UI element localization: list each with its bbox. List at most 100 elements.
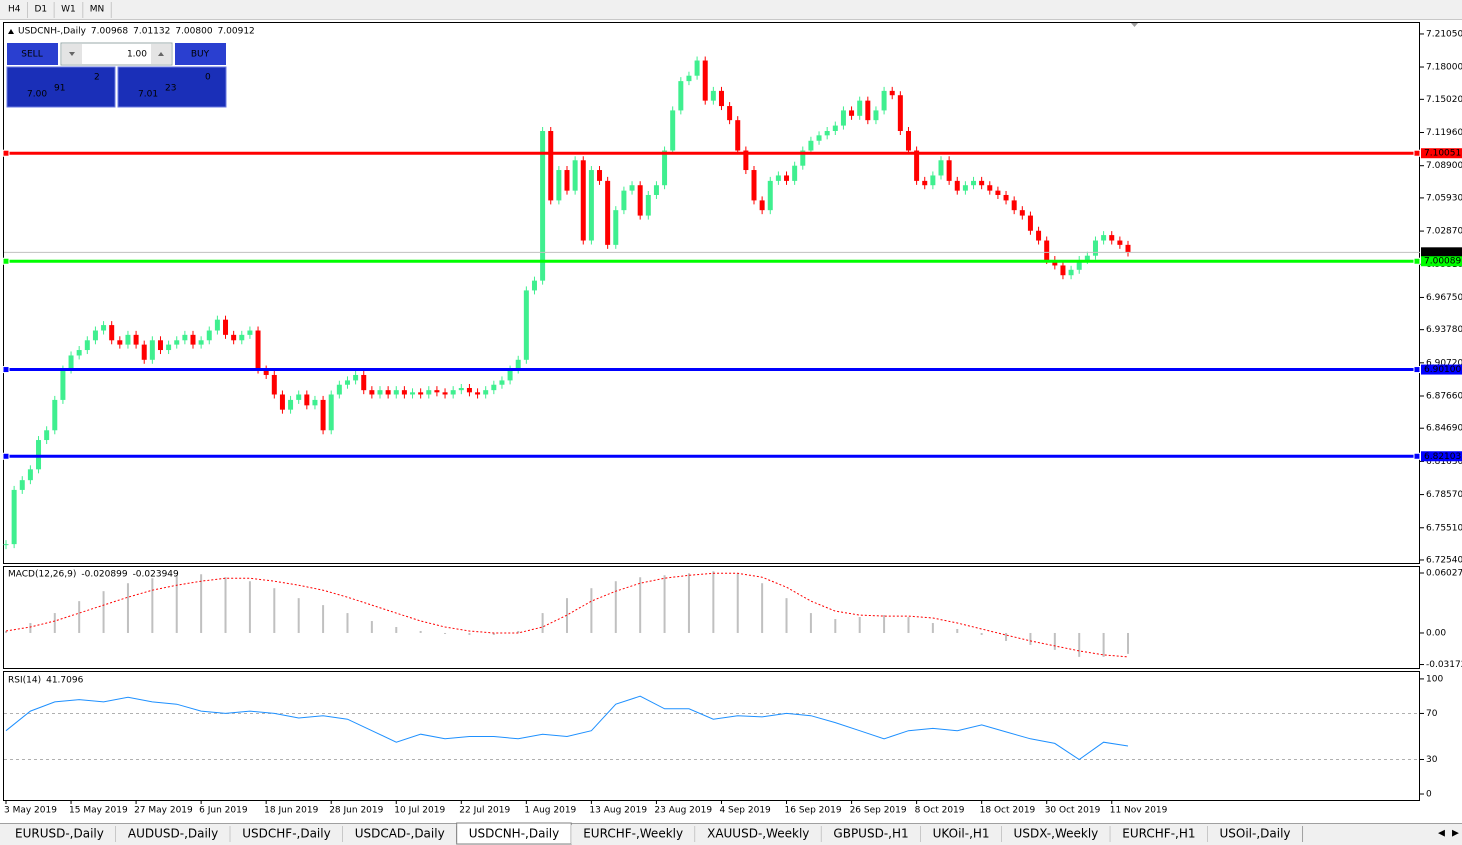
candle [279, 394, 285, 410]
price-fraction: 2 [94, 73, 100, 83]
candle [621, 190, 627, 211]
candle [141, 344, 147, 360]
symbol-tab[interactable]: UKOil-,H1 [920, 825, 1003, 844]
candle [361, 374, 367, 391]
candle [946, 160, 952, 181]
level-handle[interactable] [2, 149, 10, 157]
candle [1092, 240, 1098, 256]
timeframe-button[interactable]: H4 [8, 5, 21, 15]
timeframe-button[interactable]: MN [90, 5, 105, 15]
level-handle[interactable] [1413, 149, 1421, 157]
candle [824, 131, 830, 136]
candle [873, 110, 879, 121]
candle [1076, 260, 1082, 270]
macd-bar [712, 571, 715, 633]
candle [556, 170, 562, 201]
candle [637, 185, 643, 216]
level-handle[interactable] [1413, 257, 1421, 265]
y-tick-label: 6.90720 [1426, 358, 1462, 368]
tab-background [1207, 825, 1303, 844]
symbol-tab[interactable]: USDCNH-,Daily [456, 822, 572, 845]
candle [466, 387, 472, 393]
level-handle[interactable] [2, 452, 10, 460]
candle [499, 380, 505, 385]
indicator-label: 7.00968 [91, 27, 128, 37]
candle [962, 185, 968, 191]
candle [19, 480, 25, 490]
y-tick-label: 0 [1426, 790, 1432, 800]
buy-label: BUY [191, 50, 210, 60]
bid-label-box [1421, 247, 1462, 258]
candle [694, 60, 700, 76]
candle [784, 175, 790, 181]
indicator-label: MACD(12,26,9) [8, 570, 76, 580]
candle [922, 180, 928, 186]
candle [1084, 255, 1090, 261]
candle [905, 131, 911, 151]
tab-scroll-left[interactable]: ◀ [1438, 829, 1445, 839]
candle [816, 135, 822, 141]
macd-bar [1078, 632, 1081, 657]
x-tick-label: 6 Jun 2019 [199, 806, 248, 816]
level-label-box [1421, 451, 1462, 462]
symbol-tab[interactable]: AUDUSD-,Daily [115, 825, 231, 844]
tab-label: USDCAD-,Daily [355, 827, 445, 841]
lot-input[interactable] [60, 42, 173, 66]
symbol-tab[interactable]: USOil-,Daily [1207, 825, 1304, 844]
candle [157, 340, 163, 351]
level-handle[interactable] [1413, 366, 1421, 374]
y-tick-label: 6.87660 [1426, 392, 1462, 402]
sell-button[interactable] [7, 43, 58, 65]
candle [1052, 260, 1058, 266]
x-tick-label: 22 Jul 2019 [459, 806, 510, 816]
candle [27, 469, 33, 481]
level-handle[interactable] [2, 366, 10, 374]
tab-label: XAUUSD-,Weekly [707, 827, 809, 841]
symbol-tab[interactable]: XAUUSD-,Weekly [695, 825, 822, 844]
macd-bar [614, 581, 617, 633]
sell-price-box[interactable] [6, 66, 116, 108]
candle [328, 394, 334, 431]
symbol-tab[interactable]: USDCAD-,Daily [342, 825, 458, 844]
candle [198, 340, 204, 345]
candle [613, 210, 619, 245]
level-handle[interactable] [1413, 452, 1421, 460]
macd-bar [29, 623, 32, 633]
symbol-tab[interactable]: USDX-,Weekly [1001, 825, 1111, 844]
symbol-tab[interactable]: USDCHF-,Daily [230, 825, 344, 844]
candle [76, 350, 82, 356]
timeframe-button[interactable]: D1 [35, 5, 48, 15]
indicator-label: USDCNH-,Daily [18, 27, 87, 37]
y-tick-label: 0.00 [1426, 628, 1446, 638]
x-tick-label: 8 Oct 2019 [915, 806, 965, 816]
symbol-tab[interactable]: EURCHF-,Weekly [571, 825, 696, 844]
candle [304, 394, 310, 406]
buy-button[interactable] [175, 43, 226, 65]
candle [653, 185, 659, 195]
candle [743, 150, 749, 171]
macd-bar [151, 578, 154, 633]
candle [775, 175, 781, 181]
candle [1003, 194, 1009, 201]
tab-label: AUDUSD-,Daily [128, 827, 218, 841]
macd-bar [1005, 632, 1008, 641]
y-tick-label: 7.02870 [1426, 227, 1462, 237]
macd-frame [3, 566, 1420, 669]
symbol-tab[interactable]: EURUSD-,Daily [3, 825, 117, 844]
symbol-tab[interactable]: EURCHF-,H1 [1110, 825, 1208, 844]
buy-price-box[interactable] [117, 66, 227, 108]
candle [702, 60, 708, 101]
collapse-icon [8, 29, 14, 34]
tab-label: USOil-,Daily [1220, 827, 1291, 841]
symbol-tab[interactable]: GBPUSD-,H1 [821, 825, 922, 844]
x-tick-label: 23 Aug 2019 [654, 806, 712, 816]
candle [312, 399, 318, 406]
macd-bar [858, 617, 861, 633]
tab-scroll-right[interactable]: ▶ [1452, 829, 1459, 839]
candle [344, 380, 350, 385]
timeframe-button[interactable]: W1 [61, 5, 76, 15]
price-pips: 91 [54, 84, 65, 94]
x-tick-label: 18 Oct 2019 [980, 806, 1036, 816]
level-handle[interactable] [2, 257, 10, 265]
candle [239, 334, 245, 341]
